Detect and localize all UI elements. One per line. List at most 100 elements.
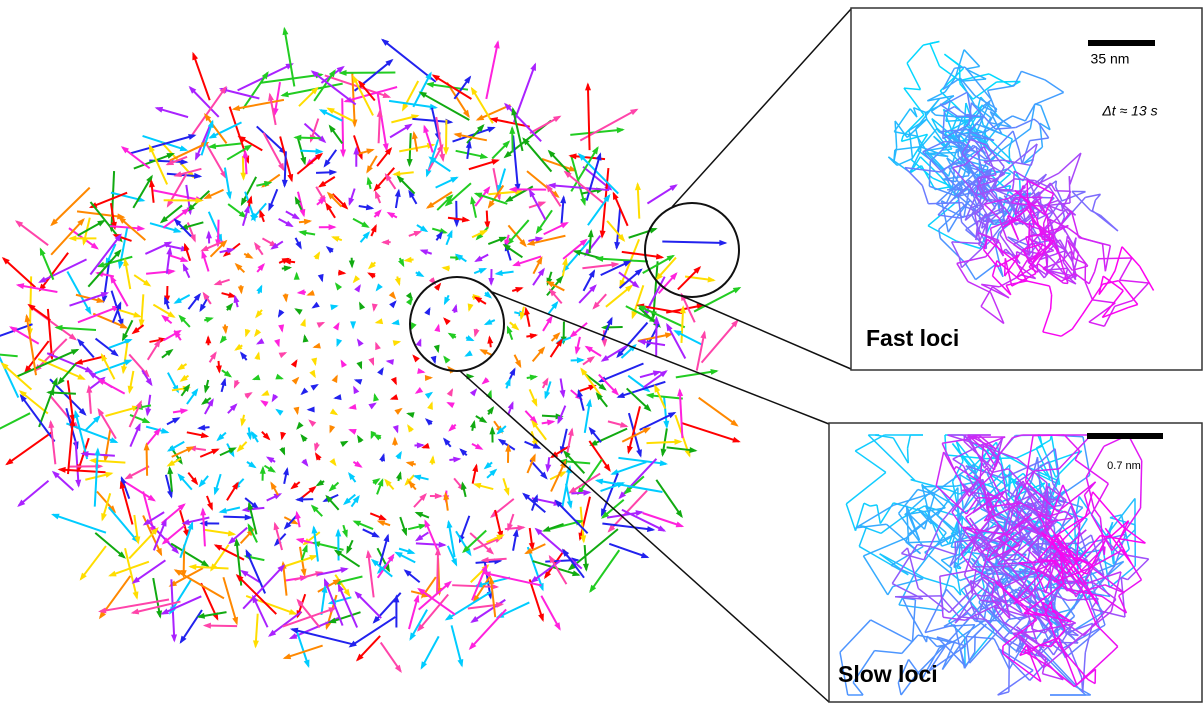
arrow-head: [416, 271, 424, 277]
arrow-head: [309, 370, 315, 378]
arrow-head: [453, 132, 461, 138]
arrow-head: [201, 250, 207, 259]
arrow-head: [211, 449, 220, 455]
arrow-head: [607, 317, 613, 326]
arrow-head: [333, 394, 341, 400]
arrow-shaft: [437, 549, 438, 593]
arrow-shaft: [486, 42, 498, 99]
arrow-head: [407, 159, 413, 167]
arrow-head: [266, 457, 274, 464]
arrow-head: [416, 338, 422, 347]
arrow-head: [444, 297, 450, 306]
trajectory-segment: [981, 595, 992, 596]
arrow-head: [453, 457, 461, 463]
arrow-head: [124, 360, 133, 366]
arrow-head: [279, 352, 288, 358]
arrow-head: [585, 346, 593, 353]
arrow-head: [398, 259, 404, 268]
arrow-head: [282, 27, 288, 35]
arrow-head: [304, 219, 312, 225]
arrow-head: [406, 412, 414, 418]
arrow-head: [530, 62, 536, 71]
arrow-shaft: [699, 398, 737, 426]
arrow-head: [335, 528, 341, 536]
arrow-head: [487, 335, 493, 343]
arrow-head: [348, 404, 356, 410]
arrow-head: [295, 511, 301, 519]
arrow-head: [404, 124, 412, 131]
arrow-shaft: [78, 307, 119, 323]
arrow-head: [303, 334, 309, 342]
arrow-head: [517, 525, 525, 531]
arrow-head: [325, 202, 332, 210]
arrow-shaft: [67, 272, 90, 314]
arrow-head: [214, 487, 220, 496]
arrow-head: [371, 224, 377, 233]
arrow-head: [357, 338, 364, 346]
arrow-head: [353, 386, 359, 395]
arrow-head: [254, 351, 260, 359]
arrow-head: [567, 501, 573, 509]
arrow-head: [342, 529, 348, 538]
arrow-shaft: [656, 480, 681, 517]
fast-inset: [851, 8, 1202, 370]
arrow-head: [379, 453, 385, 462]
trajectory-segment: [922, 486, 956, 487]
arrow-head: [296, 422, 303, 430]
inset-title: Fast loci: [866, 325, 959, 351]
arrow-head: [447, 230, 453, 239]
arrow-shaft: [682, 423, 739, 441]
arrow-head: [316, 480, 324, 487]
arrow-head: [491, 159, 500, 165]
arrow-head: [646, 340, 652, 348]
arrow-head: [409, 632, 416, 640]
arrow-head: [654, 384, 660, 393]
arrow-head: [121, 366, 127, 374]
arrow-head: [425, 375, 433, 381]
arrow-head: [254, 329, 261, 337]
arrow-head: [376, 283, 383, 291]
arrow-head: [513, 529, 519, 537]
arrow-head: [366, 165, 373, 173]
arrow-head: [545, 464, 551, 472]
arrow-shaft: [21, 396, 55, 442]
arrow-head: [368, 357, 374, 366]
arrow-head: [511, 107, 517, 115]
trajectory-segment: [929, 161, 930, 186]
arrow-head: [318, 181, 326, 188]
arrow-head: [301, 459, 308, 467]
arrow-head: [378, 514, 387, 520]
arrow-head: [89, 458, 97, 464]
arrow-shaft: [602, 473, 618, 515]
arrow-head: [291, 359, 298, 367]
arrow-head: [203, 623, 211, 629]
arrow-head: [58, 467, 66, 473]
arrow-head: [395, 278, 401, 287]
arrow-head: [148, 495, 156, 502]
arrow-head: [201, 560, 209, 567]
arrow-head: [515, 360, 521, 368]
arrow-head: [110, 437, 119, 443]
arrow-head: [308, 419, 316, 426]
arrow-head: [300, 434, 307, 442]
arrow-head: [660, 460, 668, 466]
arrow-head: [414, 594, 420, 603]
arrow-head: [474, 296, 482, 303]
arrow-head: [167, 311, 175, 318]
trajectory-segment: [1014, 171, 1015, 183]
arrow-head: [412, 354, 420, 362]
arrow-head: [425, 418, 433, 426]
arrow-head: [509, 367, 515, 376]
arrow-head: [145, 408, 151, 416]
arrow-shaft: [694, 288, 739, 312]
arrow-head: [219, 508, 227, 514]
arrow-head: [413, 231, 422, 237]
arrow-head: [280, 91, 288, 97]
arrow-head: [241, 198, 247, 206]
arrow-head: [673, 330, 681, 336]
arrow-shaft: [18, 285, 58, 292]
arrow-head: [329, 224, 337, 230]
arrow-shaft: [129, 529, 157, 559]
arrow-head: [259, 209, 265, 218]
arrow-head: [210, 351, 217, 359]
